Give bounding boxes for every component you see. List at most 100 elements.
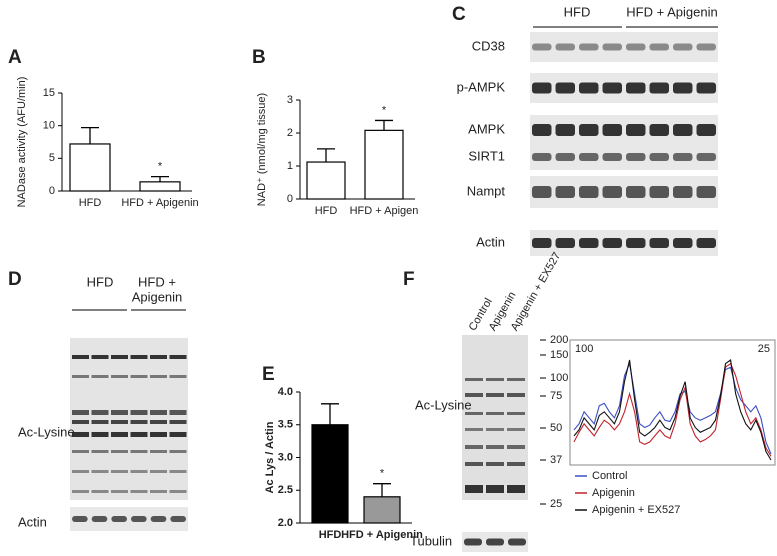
- blot-band: [486, 378, 504, 381]
- blot-band: [169, 375, 187, 378]
- blot-band: [465, 462, 483, 466]
- blot-band: [579, 43, 599, 51]
- blot-band: [673, 153, 693, 161]
- blot-band: [131, 516, 147, 522]
- blot-band: [696, 186, 716, 198]
- blot-band: [486, 412, 504, 415]
- profile-line: [573, 362, 772, 457]
- group-label: HFD + Apigenin: [626, 4, 717, 19]
- blot-band: [555, 82, 575, 94]
- x-tick-label: HFD + Apigen: [350, 205, 419, 217]
- blot-band: [696, 238, 716, 248]
- blot-band: [532, 43, 552, 51]
- bar: [311, 424, 349, 524]
- blot-band: [465, 445, 483, 449]
- blot-band: [169, 410, 187, 415]
- blot-band: [486, 445, 504, 449]
- bar: [363, 496, 401, 524]
- marker-label: 50: [550, 422, 562, 434]
- blot-band: [696, 124, 716, 136]
- blot-strip: [70, 338, 188, 500]
- blot-band: [72, 410, 89, 415]
- marker-label: 150: [550, 349, 568, 361]
- blot-band: [555, 43, 575, 51]
- blot-band: [532, 153, 552, 161]
- bar: [139, 181, 181, 192]
- blot-band: [169, 432, 187, 437]
- y-tick-label: 10: [43, 120, 55, 132]
- y-tick-label: 2: [287, 127, 293, 139]
- blot-band: [464, 538, 482, 546]
- blot-band: [508, 538, 526, 546]
- blot-band: [649, 238, 669, 248]
- panel-label: B: [252, 47, 266, 68]
- blot-band: [91, 490, 109, 493]
- row-label: Actin: [476, 234, 505, 249]
- y-tick-label: 0: [49, 185, 55, 197]
- corner-label: 25: [758, 343, 770, 355]
- blot-band: [486, 485, 504, 493]
- blot-band: [111, 516, 127, 522]
- blot-band: [169, 420, 187, 424]
- bar: [364, 129, 404, 200]
- blot-band: [111, 450, 128, 453]
- blot-band: [626, 82, 646, 94]
- blot-band: [72, 355, 89, 359]
- blot-band: [130, 410, 148, 415]
- blot-band: [111, 355, 128, 359]
- blot-band: [507, 393, 525, 397]
- blot-band: [170, 516, 186, 522]
- x-tick-label: HFD: [315, 205, 338, 217]
- blot-band: [150, 375, 167, 378]
- y-tick-label: 1: [287, 160, 293, 172]
- blot-band: [602, 238, 622, 248]
- x-tick-label: HFD + Apigenin: [121, 197, 198, 209]
- group-label: HFD: [564, 4, 591, 19]
- significance-mark: *: [158, 161, 163, 173]
- blot-band: [130, 470, 148, 473]
- blot-band: [673, 43, 693, 51]
- blot-band: [465, 485, 483, 493]
- panel-label: E: [262, 364, 275, 385]
- blot-band: [465, 378, 483, 381]
- blot-band: [169, 490, 187, 493]
- blot-band: [602, 43, 622, 51]
- row-label: p-AMPK: [457, 79, 506, 94]
- blot-band: [130, 450, 148, 453]
- blot-band: [555, 186, 575, 198]
- blot-band: [72, 450, 89, 453]
- marker-label: 75: [550, 390, 562, 402]
- blot-band: [673, 238, 693, 248]
- blot-band: [150, 516, 167, 522]
- blot-band: [507, 485, 525, 493]
- blot-band: [91, 410, 109, 415]
- blot-band: [72, 420, 89, 424]
- blot-band: [150, 355, 167, 359]
- blot-band: [111, 470, 128, 473]
- legend-label: Apigenin + EX527: [592, 504, 680, 516]
- legend-label: Apigenin: [592, 487, 635, 499]
- y-tick-label: 3.0: [278, 451, 293, 463]
- blot-band: [111, 375, 128, 378]
- significance-mark: *: [382, 104, 387, 116]
- blot-strip: [462, 335, 528, 500]
- blot-band: [465, 412, 483, 415]
- blot-band: [532, 238, 552, 248]
- y-axis-label: Ac Lys / Actin: [264, 421, 276, 493]
- group-label: Apigenin: [132, 289, 183, 304]
- blot-band: [130, 375, 148, 378]
- blot-band: [507, 428, 525, 431]
- row-label: CD38: [472, 38, 505, 53]
- blot-band: [72, 432, 89, 437]
- y-tick-label: 4.0: [278, 386, 293, 398]
- blot-band: [626, 43, 646, 51]
- corner-label: 100: [575, 343, 593, 355]
- row-label: SIRT1: [468, 148, 505, 163]
- blot-band: [150, 490, 167, 493]
- y-tick-label: 2.5: [278, 484, 293, 496]
- blot-band: [555, 124, 575, 136]
- blot-band: [91, 375, 109, 378]
- row-label: Nampt: [467, 183, 506, 198]
- y-tick-label: 3.5: [278, 419, 293, 431]
